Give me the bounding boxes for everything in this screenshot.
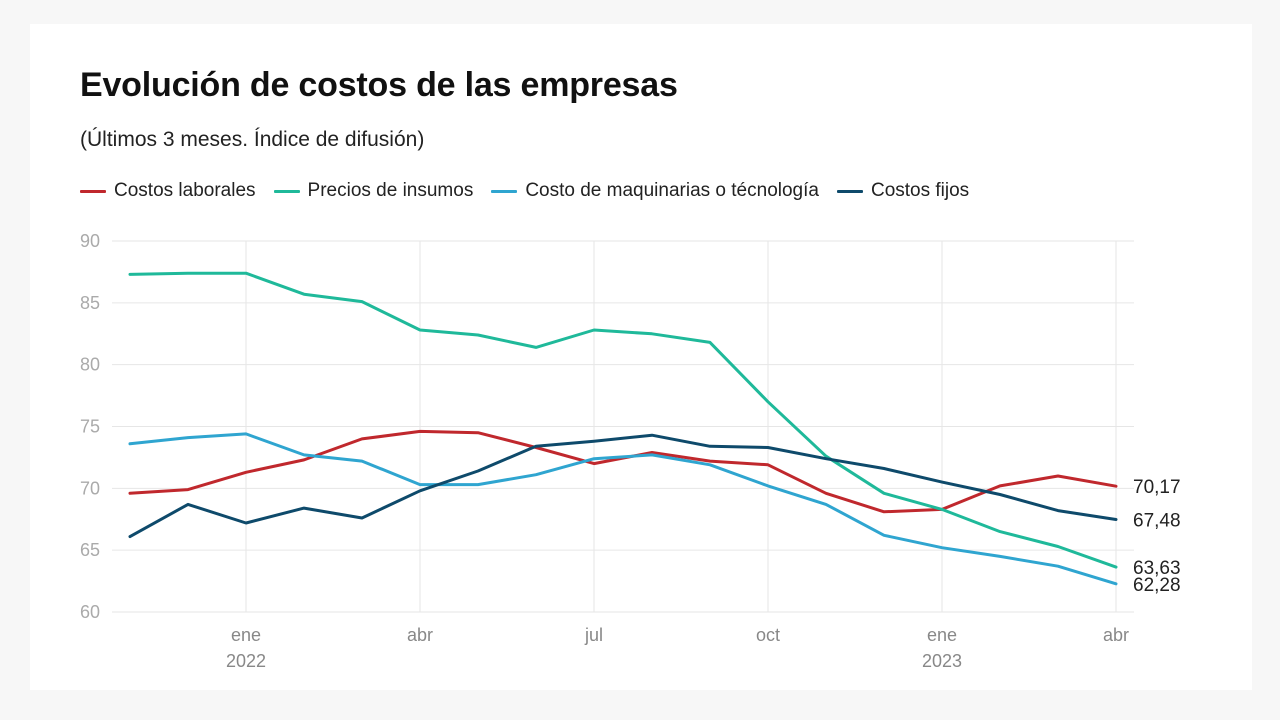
legend-item: Precios de insumos xyxy=(273,180,474,202)
x-tick-label: abr xyxy=(407,625,433,645)
x-tick-label: ene xyxy=(927,625,957,645)
x-tick-year-label: 2023 xyxy=(922,651,962,671)
series-line xyxy=(128,433,1118,539)
chart-card xyxy=(30,24,1252,690)
y-tick-label: 60 xyxy=(80,602,100,622)
legend-swatch xyxy=(273,189,300,193)
x-tick-label: ene xyxy=(231,625,261,645)
y-tick-label: 85 xyxy=(80,293,100,313)
end-value-label: 63,63 xyxy=(1133,558,1181,579)
x-tick-label: oct xyxy=(756,625,780,645)
end-value-label: 67,48 xyxy=(1133,510,1181,531)
chart-legend: Costos laborales Precios de insumos Costo … xyxy=(80,178,969,204)
series-line xyxy=(128,271,1118,569)
end-value-label: 70,17 xyxy=(1133,477,1181,498)
y-tick-label: 70 xyxy=(80,478,100,498)
legend-label: Precios de insumos xyxy=(307,180,474,201)
chart-subtitle: (Últimos 3 meses. Índice de difusión) xyxy=(80,128,425,151)
y-tick-label: 80 xyxy=(80,355,100,375)
legend-item: Costos fijos xyxy=(836,180,970,202)
legend-label: Costos fijos xyxy=(870,180,970,201)
legend-item: Costo de maquinarias o técnología xyxy=(491,180,819,202)
end-value-label: 62,28 xyxy=(1133,575,1181,596)
legend-swatch xyxy=(491,189,518,193)
legend-item: Costos laborales xyxy=(80,180,256,202)
x-tick-label: abr xyxy=(1103,625,1129,645)
y-tick-label: 90 xyxy=(80,231,100,251)
legend-swatch xyxy=(836,189,863,193)
x-tick-year-label: 2022 xyxy=(226,651,266,671)
x-tick-label: jul xyxy=(584,625,603,645)
legend-label: Costos laborales xyxy=(114,180,256,201)
y-tick-label: 75 xyxy=(80,417,100,437)
y-tick-label: 65 xyxy=(80,540,100,560)
legend-swatch xyxy=(80,189,106,193)
legend-label: Costo de maquinarias o técnología xyxy=(525,180,819,201)
series-line xyxy=(128,432,1118,586)
chart-title: Evolución de costos de las empresas xyxy=(80,66,678,104)
series-line xyxy=(128,429,1118,514)
